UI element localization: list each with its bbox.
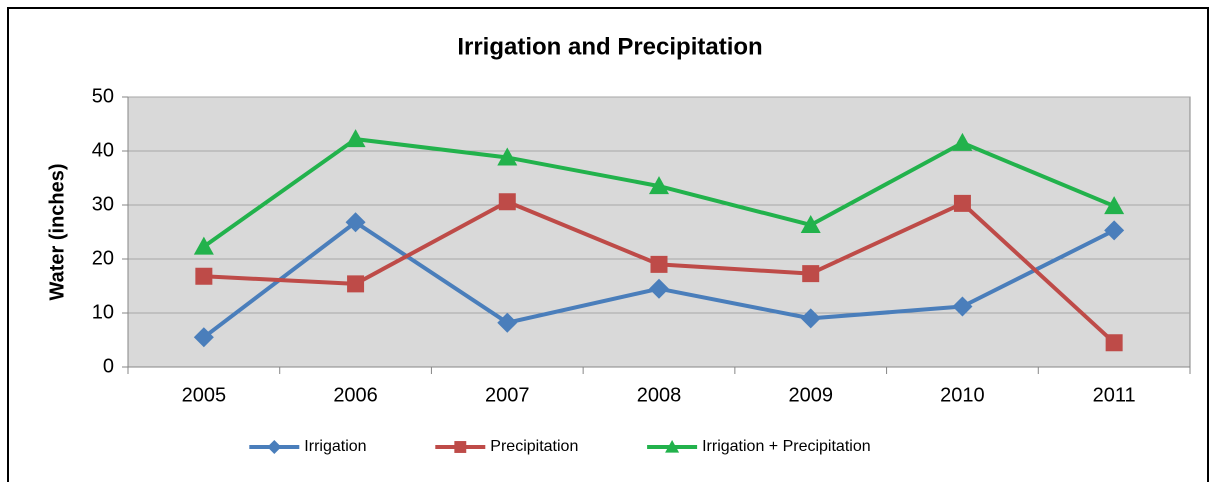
marker [1104,220,1125,241]
x-tick-label: 2005 [182,384,227,406]
marker [193,236,214,255]
x-tick-label: 2011 [1093,384,1136,406]
marker [665,440,680,453]
chart-title: Irrigation and Precipitation [457,33,762,60]
marker [345,129,366,148]
y-tick-label: 50 [92,85,114,107]
marker [1105,334,1123,352]
marker [649,176,669,195]
y-tick-label: 10 [92,301,114,323]
y-tick-label: 20 [92,247,114,269]
x-tick-label: 2010 [940,384,985,406]
x-tick-label: 2006 [333,384,378,406]
legend-label: Irrigation + Precipitation [702,438,871,455]
marker [953,194,971,212]
marker [498,193,516,211]
y-tick-label: 0 [103,355,114,377]
marker [800,214,821,233]
marker [650,255,668,273]
legend-label: Irrigation [304,438,366,455]
y-tick-label: 40 [92,139,114,161]
marker [497,312,518,333]
marker [952,132,973,151]
y-tick-label: 30 [92,193,114,215]
marker [195,267,213,285]
x-tick-label: 2008 [637,384,682,406]
marker [800,308,821,329]
marker [952,296,973,317]
marker [1104,196,1125,215]
plot-area [127,96,1191,368]
marker [454,441,467,453]
marker [649,278,669,299]
x-tick-label: 2009 [788,384,833,406]
marker [347,275,365,293]
marker [802,265,820,283]
marker [267,440,282,454]
y-axis-label: Water (inches) [46,163,68,300]
marker [497,147,518,166]
marker [345,212,366,233]
legend-label: Precipitation [490,438,578,455]
marker [193,327,214,348]
x-tick-label: 2007 [485,384,530,406]
